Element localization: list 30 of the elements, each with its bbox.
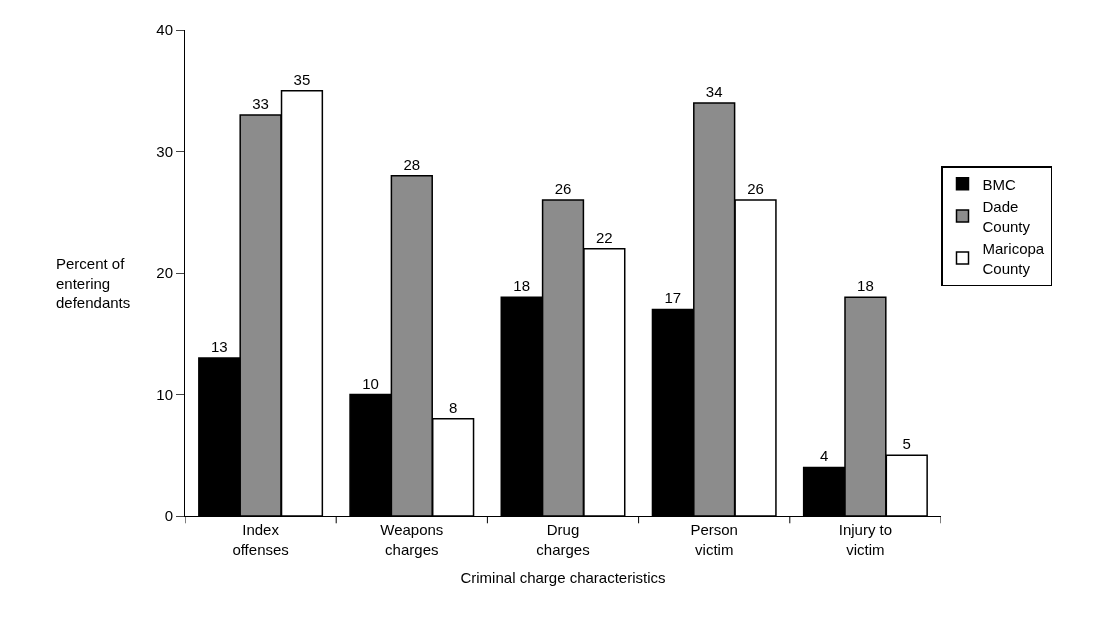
data-label: 26 <box>747 180 764 198</box>
y-tick-label: 30 <box>156 142 173 160</box>
legend-label: Maricopa County <box>982 240 1045 277</box>
y-tick-label: 0 <box>164 507 173 525</box>
legend-label: BMC <box>982 175 1016 193</box>
y-tick-label: 40 <box>156 21 173 39</box>
data-label: 5 <box>902 435 911 453</box>
data-label: 35 <box>293 70 311 88</box>
data-label: 33 <box>252 95 269 113</box>
data-label: 18 <box>513 277 531 295</box>
data-label: 4 <box>819 447 829 465</box>
data-label: 26 <box>554 180 572 198</box>
y-axis-title: Percent of entering defendants <box>56 255 131 311</box>
x-tick-label: Index offenses <box>232 521 289 558</box>
data-label: 10 <box>362 374 379 392</box>
data-label: 13 <box>210 338 228 356</box>
data-label: 28 <box>403 155 421 173</box>
x-axis-title: Criminal charge characteristics <box>460 568 666 586</box>
x-tick-label: Person victim <box>690 521 738 558</box>
x-tick-label: Weapons charges <box>380 521 444 558</box>
y-tick-label: 20 <box>156 264 173 282</box>
data-label: 22 <box>595 228 613 246</box>
x-tick-label: Injury to victim <box>838 521 893 558</box>
data-label: 18 <box>857 277 874 295</box>
legend-label: Dade County <box>982 198 1031 235</box>
data-label: 34 <box>705 82 723 100</box>
y-tick-label: 10 <box>156 385 173 403</box>
x-tick-label: Drug charges <box>536 521 590 558</box>
data-label: 8 <box>448 398 458 416</box>
data-label: 17 <box>664 289 682 307</box>
